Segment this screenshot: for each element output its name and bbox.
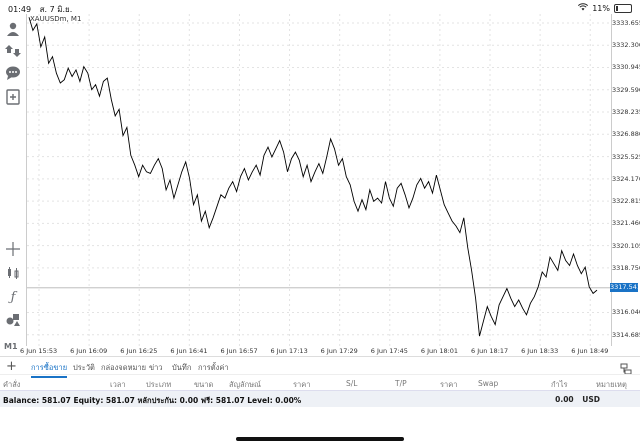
price-tick-label: 3318.750 [612,263,640,272]
price-tick-label: 3328.235 [612,108,640,117]
tab-news[interactable]: ข่าว [149,363,163,372]
profit-value: 0.00 [555,395,574,404]
current-price-tag: 3317.541 [610,283,640,293]
chart-toolbar: ƒ M1 [0,14,26,354]
home-indicator [236,437,404,441]
price-tick-label: 3316.040 [612,308,640,317]
time-tick-label: 6 Jun 16:57 [220,347,258,355]
time-tick-label: 6 Jun 17:13 [270,347,308,355]
col-symbol: สัญลักษณ์ [229,380,262,389]
price-tick-label: 3326.880 [612,130,640,139]
price-chart [27,14,611,346]
price-tick-label: 3324.170 [612,174,640,183]
col-volume: ขนาด [194,380,214,389]
time-axis: 6 Jun 15:53 6 Jun 16:09 6 Jun 16:25 6 Jun 1… [20,346,626,356]
time-tick-label: 6 Jun 18:17 [471,347,509,355]
time-tick-label: 6 Jun 17:45 [370,347,408,355]
tab-history[interactable]: ประวัติ [73,363,95,372]
price-tick-label: 3329.590 [612,85,640,94]
add-icon[interactable]: + [6,359,17,374]
indicators-icon[interactable] [4,264,22,282]
tab-trade[interactable]: การซื้อขาย [31,362,68,378]
col-type: ประเภท [146,380,172,389]
timeframe-button[interactable]: M1 [4,342,18,351]
col-time: เวลา [110,380,126,389]
positions-table-header: คำสั่ง เวลา ประเภท ขนาด สัญลักษณ์ ราคา S… [0,374,640,391]
time-tick-label: 6 Jun 18:01 [420,347,459,355]
col-order: คำสั่ง [3,380,21,389]
price-tick-label: 3321.460 [612,219,640,228]
price-tick-label: 3322.815 [612,197,640,206]
crosshair-icon[interactable] [4,240,22,258]
price-tick-label: 3325.525 [612,152,640,161]
time-tick-label: 6 Jun 18:49 [571,347,609,355]
symbol-label: XAUUSDm, M1 [30,15,82,23]
trade-arrows-icon[interactable] [4,42,22,60]
col-tp: T/P [395,379,407,388]
col-swap: Swap [478,379,499,388]
total-profit: 0.00 USD [549,395,600,404]
time-tick-label: 6 Jun 16:41 [170,347,208,355]
col-current-price: ราคา [440,380,458,389]
price-tick-label: 3332.300 [612,41,640,50]
battery-icon [614,3,632,13]
price-tick-label: 3320.105 [612,241,640,250]
time-tick-label: 6 Jun 16:09 [70,347,108,355]
status-bar: 01:49 ส. 7 มิ.ย. 11% [0,0,640,14]
tab-mailbox[interactable]: กล่องจดหมาย [101,363,147,372]
profit-currency: USD [582,395,600,404]
wifi-icon [578,3,589,13]
col-price: ราคา [293,380,311,389]
balance-summary: Balance: 581.07 Equity: 581.07 หลักประกั… [3,396,302,405]
tab-settings[interactable]: การตั้งค่า [198,363,229,372]
price-series-line [28,17,598,337]
tab-journal[interactable]: บันทึก [172,363,192,372]
time-tick-label: 6 Jun 16:25 [120,347,158,355]
chat-icon[interactable] [4,64,22,82]
price-tick-label: 3330.945 [612,63,640,72]
bottom-tabs: + การซื้อขาย ประวัติ กล่องจดหมาย ข่าว บั… [0,356,640,378]
col-comment: หมายเหตุ [596,380,627,389]
objects-icon[interactable] [4,310,22,328]
balance-bar: Balance: 581.07 Equity: 581.07 หลักประกั… [0,390,640,407]
price-axis: 3333.655 3332.300 3330.945 3329.590 3328.235… [610,14,640,346]
account-icon[interactable] [4,20,22,38]
chart-area[interactable] [26,14,612,346]
price-tick-label: 3333.655 [612,18,640,27]
status-time: 01:49 [8,5,32,14]
battery-percent: 11% [592,3,610,13]
status-date: ส. 7 มิ.ย. [39,5,73,14]
col-profit: กำไร [551,380,568,389]
time-tick-label: 6 Jun 17:29 [320,347,358,355]
time-tick-label: 6 Jun 18:33 [521,347,559,355]
time-tick-label: 6 Jun 15:53 [20,347,58,355]
new-order-icon[interactable] [4,88,22,106]
price-tick-label: 3314.685 [612,330,640,339]
function-icon[interactable]: ƒ [10,289,16,305]
col-sl: S/L [346,379,358,388]
